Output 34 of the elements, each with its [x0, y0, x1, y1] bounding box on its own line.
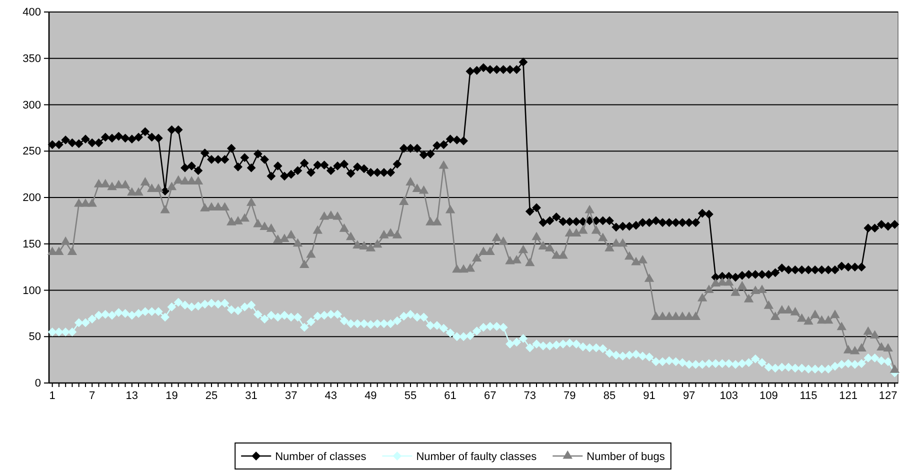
y-tick-label: 50 [28, 331, 41, 344]
x-tick-label: 79 [564, 390, 576, 402]
y-tick-label: 400 [22, 6, 41, 19]
y-tick-label: 350 [22, 52, 41, 65]
x-tick-label: 49 [364, 390, 377, 402]
x-tick-label: 67 [484, 390, 496, 402]
y-tick-label: 150 [22, 238, 41, 250]
x-tick-label: 127 [878, 390, 898, 402]
x-tick-label: 19 [166, 390, 178, 402]
x-tick-label: 85 [603, 390, 616, 402]
y-tick-label: 0 [34, 378, 41, 390]
x-tick-label: 43 [324, 390, 338, 402]
x-tick-label: 73 [524, 390, 536, 402]
y-tick-label: 200 [22, 192, 41, 204]
legend-label: Number of classes [275, 451, 367, 463]
x-tick-label: 1 [49, 390, 56, 402]
x-tick-label: 61 [444, 390, 456, 402]
y-tick-label: 300 [22, 99, 41, 112]
x-tick-label: 97 [682, 390, 696, 402]
x-tick-label: 121 [839, 390, 858, 402]
legend-label: Number of bugs [586, 451, 666, 463]
x-tick-label: 31 [245, 390, 258, 402]
x-tick-label: 55 [404, 390, 417, 402]
x-tick-label: 25 [205, 390, 218, 402]
y-tick-label: 100 [22, 284, 41, 297]
x-tick-label: 103 [720, 390, 738, 402]
x-tick-label: 13 [126, 390, 138, 402]
x-tick-label: 115 [800, 390, 818, 402]
legend-label: Number of faulty classes [416, 451, 538, 463]
x-tick-label: 109 [759, 390, 778, 402]
x-tick-label: 37 [284, 390, 298, 402]
y-tick-label: 250 [22, 146, 41, 158]
x-tick-label: 91 [643, 390, 656, 402]
x-tick-label: 7 [89, 390, 96, 402]
